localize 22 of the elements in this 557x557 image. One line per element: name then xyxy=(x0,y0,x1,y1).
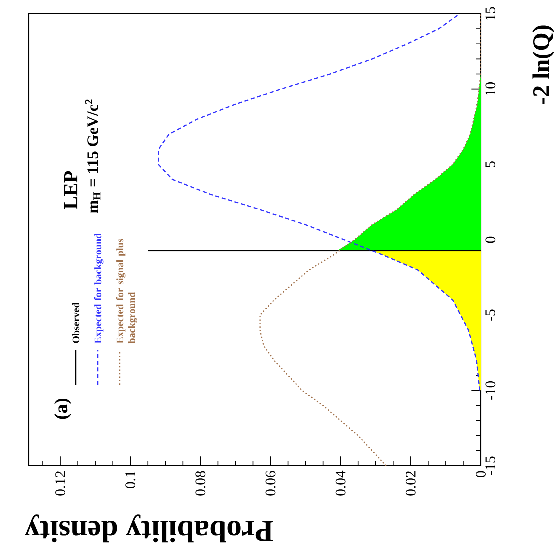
y-tick-label: 5 xyxy=(486,162,496,168)
text: Expected for background xyxy=(94,233,104,344)
x-tick-label: 0.08 xyxy=(196,471,206,496)
annotation: LEP xyxy=(64,171,78,210)
x-tick-label: 0.1 xyxy=(126,472,136,488)
x-tick-label: 0.04 xyxy=(336,470,346,496)
y-tick-label: -5 xyxy=(486,310,496,321)
y-tick-label: 15 xyxy=(486,7,496,20)
y-tick-label: -15 xyxy=(486,456,496,476)
annotation: m$_{H}$ = 115 GeV/c$^{2}$ xyxy=(85,100,101,214)
y-axis-title: -2 ln(Q) xyxy=(532,26,554,105)
x-tick-label: 0.12 xyxy=(56,472,66,496)
y-tick-label: 0 xyxy=(486,236,496,244)
x-tick-label: 0.06 xyxy=(266,471,276,496)
x-tick-label: 0.02 xyxy=(406,472,416,496)
text: Observed xyxy=(72,302,80,344)
text: Expected for signal plus background xyxy=(116,238,138,344)
x-axis-title: Probability density xyxy=(25,514,274,543)
y-tick-label: 10 xyxy=(486,82,496,96)
y-tick-label: -10 xyxy=(486,381,496,400)
x-tick-label: 0 xyxy=(476,471,486,478)
annotation: (a) xyxy=(54,398,72,420)
